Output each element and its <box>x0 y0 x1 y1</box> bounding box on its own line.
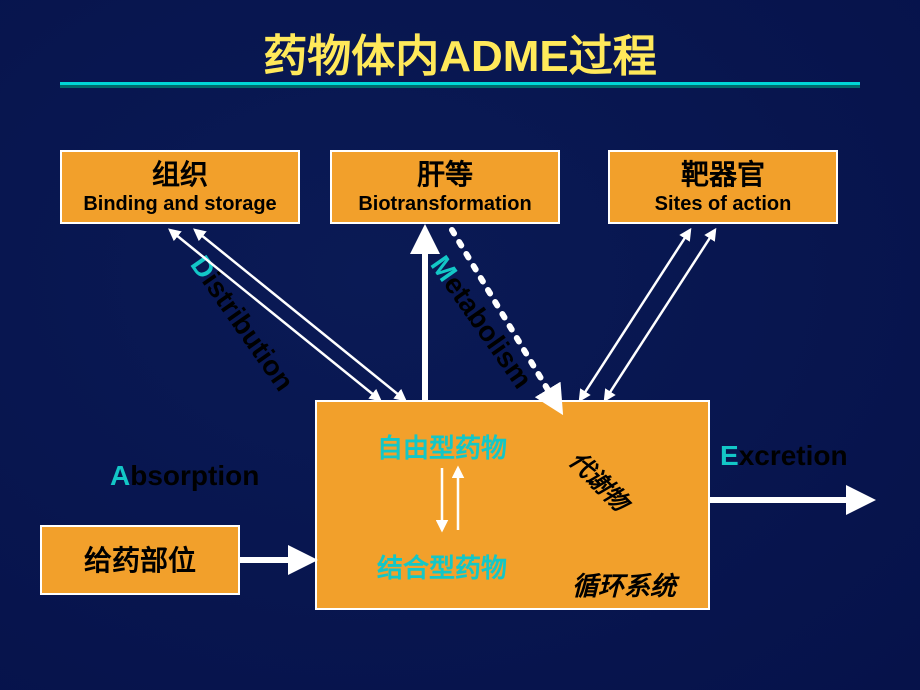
node-circulatory-system: 自由型药物 结合型药物 代谢物 循环系统 <box>315 400 710 610</box>
label-metabolism: Metabolism <box>424 250 539 395</box>
slide-stage: 药物体内ADME过程 组织 Binding and storage 肝等 Bio… <box>0 0 920 690</box>
label-absorption: Absorption <box>110 460 259 492</box>
excretion-rest: xcretion <box>739 440 848 471</box>
label-metabolite: 代谢物 <box>562 446 634 518</box>
metabolism-rest: etabolism <box>438 269 538 394</box>
node-admin-label: 给药部位 <box>84 543 196 578</box>
label-bound-drug: 结合型药物 <box>377 552 507 585</box>
distribution-rest: istribution <box>196 267 300 397</box>
slide-title: 药物体内ADME过程 <box>263 32 657 81</box>
label-distribution: Distribution <box>184 250 300 397</box>
node-target-en: Sites of action <box>655 192 792 217</box>
label-excretion: Excretion <box>720 440 848 472</box>
label-free-drug: 自由型药物 <box>377 432 507 465</box>
absorption-rest: bsorption <box>130 460 259 491</box>
node-target-cn: 靶器官 <box>681 157 765 192</box>
node-admin-site: 给药部位 <box>40 525 240 595</box>
title-area: 药物体内ADME过程 <box>0 20 920 84</box>
node-target: 靶器官 Sites of action <box>608 150 838 224</box>
node-liver-en: Biotransformation <box>358 192 531 217</box>
title-underline <box>60 82 860 88</box>
target-b <box>605 230 715 400</box>
node-tissue-cn: 组织 <box>152 157 208 192</box>
target-a <box>580 230 690 400</box>
excretion-initial: E <box>720 440 739 471</box>
node-liver: 肝等 Biotransformation <box>330 150 560 224</box>
node-tissue: 组织 Binding and storage <box>60 150 300 224</box>
absorption-initial: A <box>110 460 130 491</box>
node-liver-cn: 肝等 <box>417 157 473 192</box>
label-circ-system: 循环系统 <box>572 570 676 603</box>
node-tissue-en: Binding and storage <box>83 192 276 217</box>
